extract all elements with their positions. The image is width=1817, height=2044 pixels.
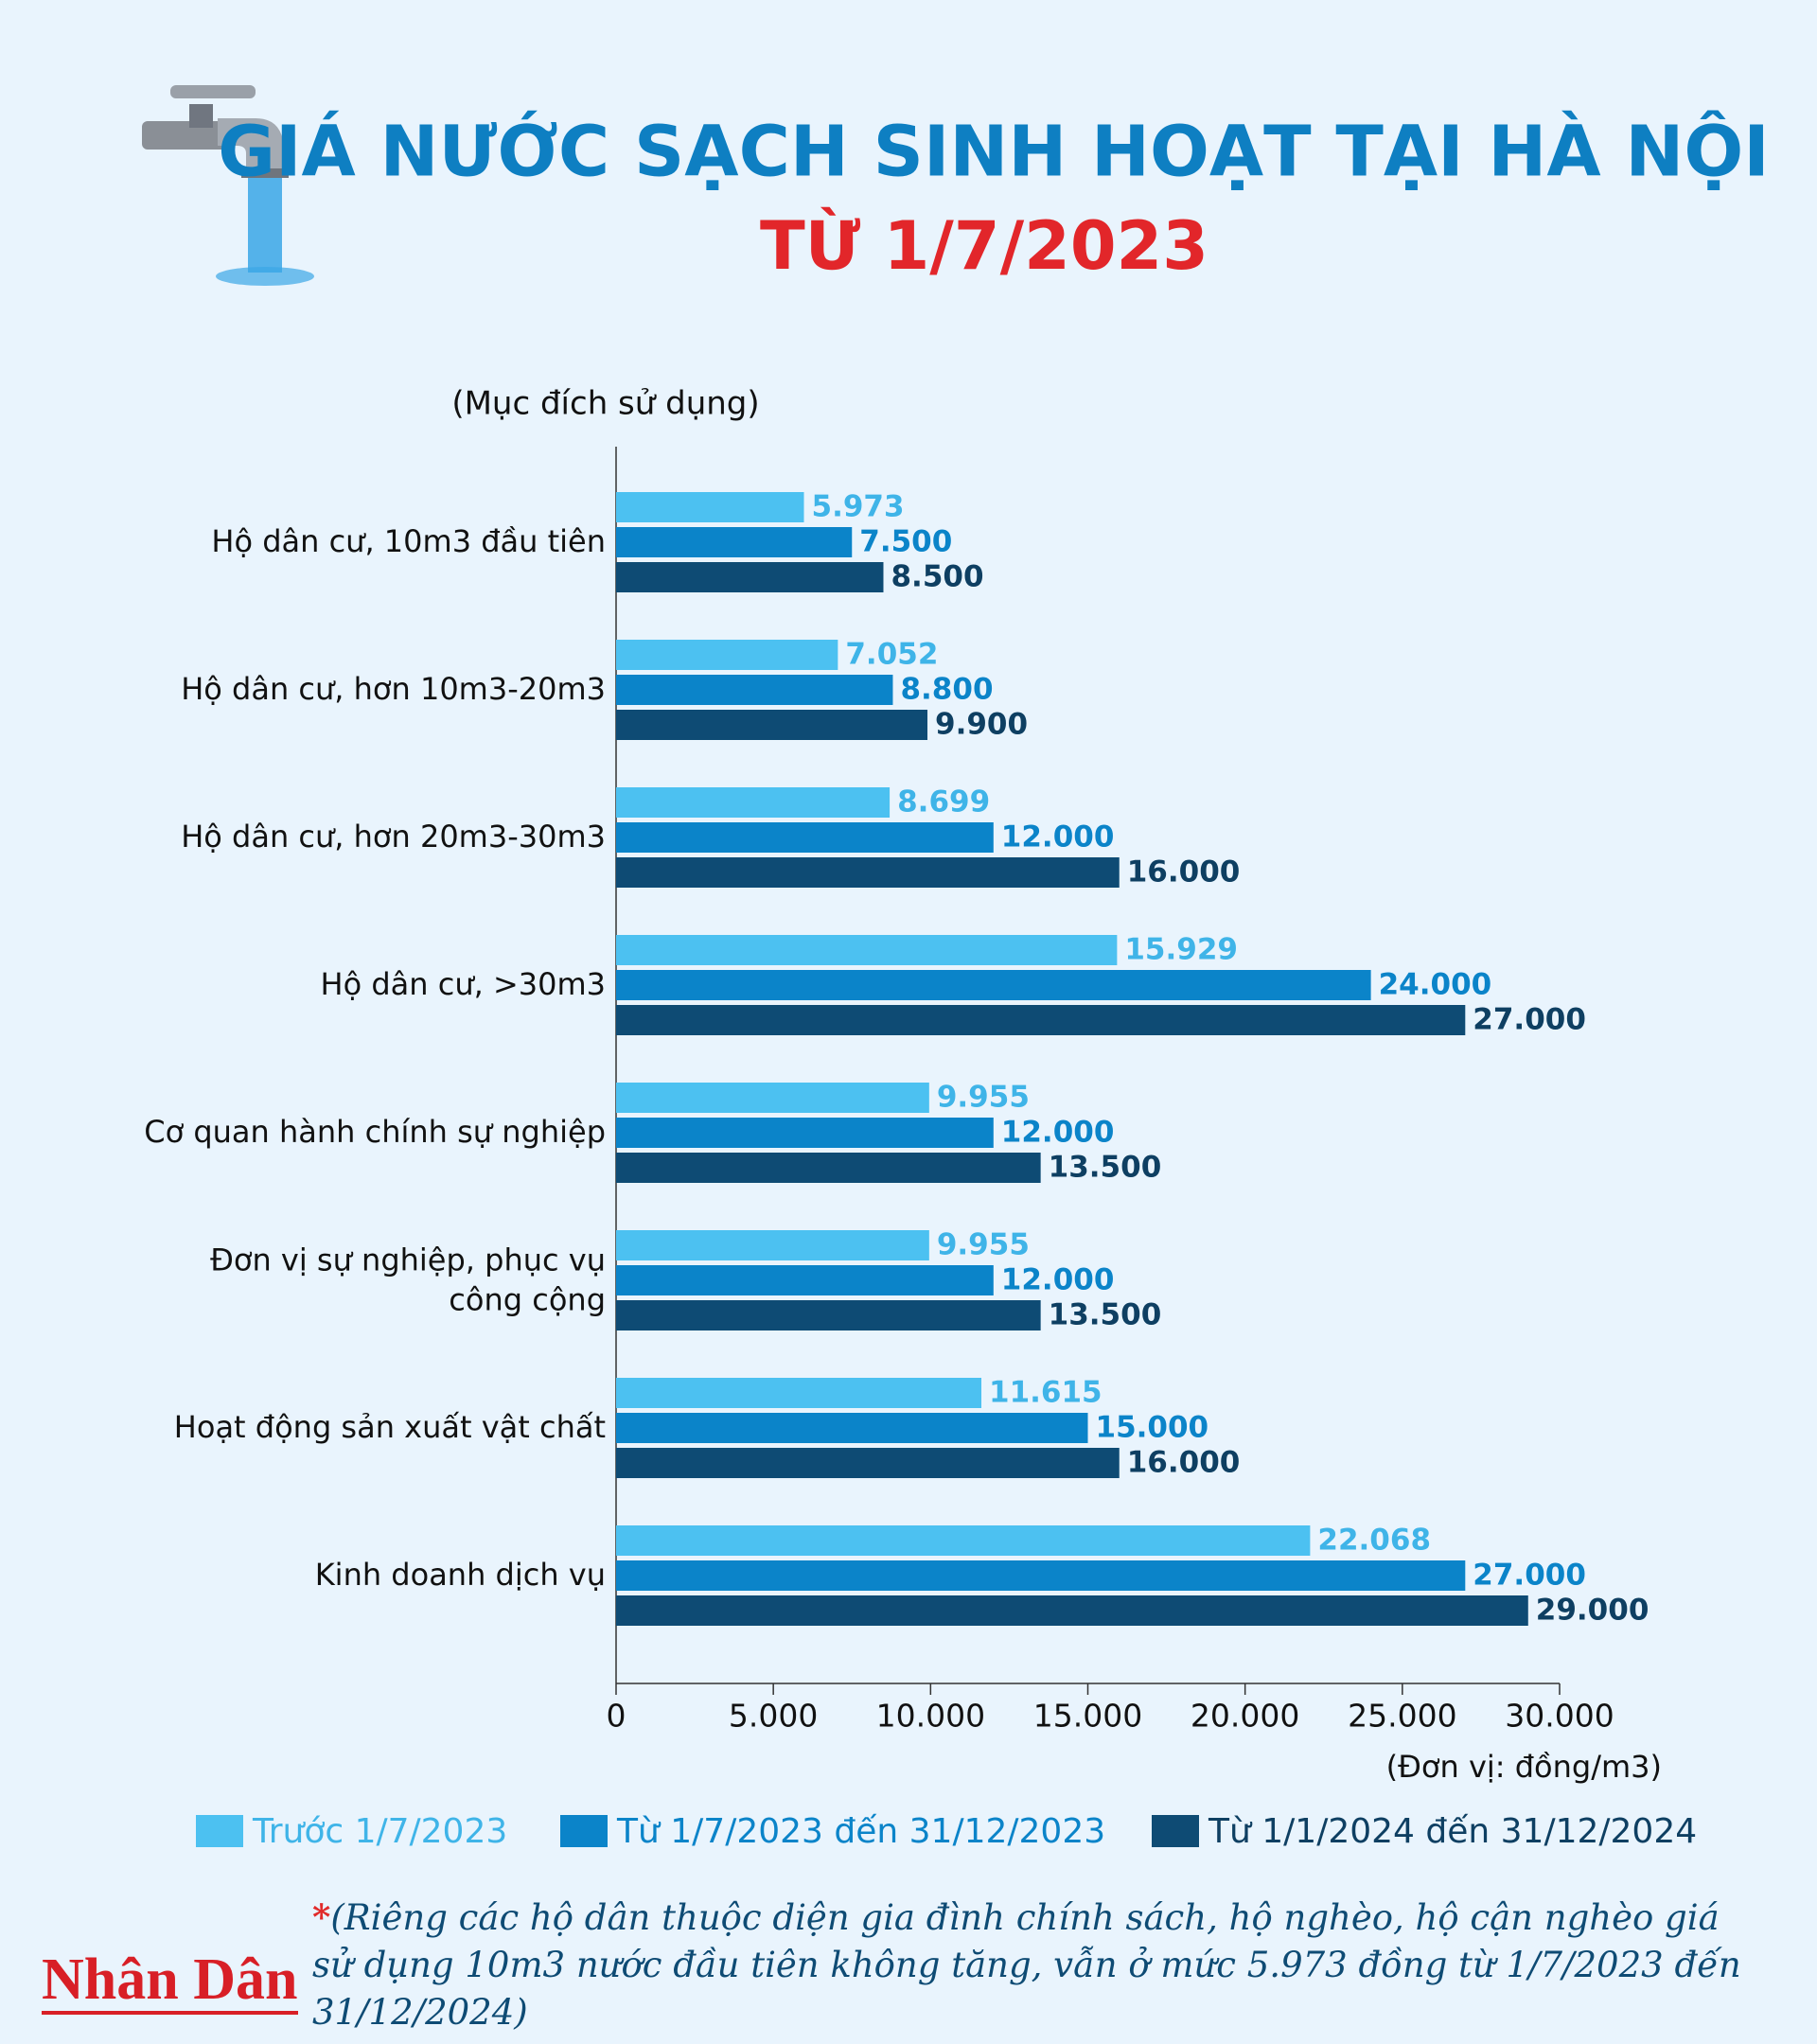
- value-label: 12.000: [1001, 1263, 1115, 1297]
- bar: [616, 1265, 994, 1295]
- bar: [616, 1083, 929, 1113]
- faucet-icon: [142, 85, 314, 286]
- value-label: 7.052: [845, 638, 938, 672]
- bar: [616, 1153, 1041, 1183]
- category-label: Hộ dân cư, hơn 10m3-20m3: [181, 671, 606, 708]
- x-tick-label: 0: [607, 1698, 626, 1735]
- bar: [616, 1560, 1466, 1591]
- bar: [616, 787, 891, 818]
- bar: [616, 527, 853, 557]
- category-label: Hộ dân cư, hơn 20m3-30m3: [181, 819, 606, 855]
- bar: [616, 675, 893, 705]
- bar: [616, 1525, 1311, 1556]
- bar: [616, 1413, 1088, 1443]
- bar: [616, 1448, 1120, 1478]
- value-label: 11.615: [989, 1376, 1103, 1410]
- value-label: 8.500: [891, 560, 983, 594]
- value-label: 7.500: [859, 525, 952, 559]
- chart-subtitle: TỪ 1/7/2023: [760, 207, 1208, 285]
- category-label: Hoạt động sản xuất vật chất: [173, 1409, 606, 1446]
- footnote-text: (Riêng các hộ dân thuộc diện gia đình ch…: [312, 1897, 1741, 2033]
- bar: [616, 857, 1120, 888]
- x-tick-label: 15.000: [1033, 1698, 1142, 1735]
- legend-swatch: [560, 1815, 608, 1847]
- x-tick-label: 10.000: [876, 1698, 985, 1735]
- legend-label: Trước 1/7/2023: [252, 1812, 507, 1851]
- value-label: 22.068: [1317, 1524, 1431, 1558]
- footnote-marker: *: [312, 1896, 331, 1938]
- category-label: Hộ dân cư, >30m3: [320, 966, 606, 1003]
- bar: [616, 492, 804, 522]
- value-label: 8.699: [897, 785, 990, 819]
- value-label: 16.000: [1127, 855, 1241, 890]
- value-label: 12.000: [1001, 1116, 1115, 1150]
- bar: [616, 562, 884, 592]
- value-label: 9.900: [935, 708, 1028, 742]
- value-label: 8.800: [900, 673, 993, 707]
- legend-swatch: [196, 1815, 243, 1847]
- y-axis-label: (Mục đích sử dụng): [451, 385, 759, 423]
- x-tick-label: 30.000: [1505, 1698, 1614, 1735]
- value-label: 15.000: [1096, 1411, 1209, 1445]
- value-label: 24.000: [1379, 968, 1492, 1002]
- bar: [616, 1230, 929, 1260]
- legend-swatch: [1152, 1815, 1199, 1847]
- bar: [616, 710, 928, 740]
- category-label: Cơ quan hành chính sự nghiệp: [144, 1114, 606, 1151]
- value-label: 9.955: [937, 1081, 1030, 1115]
- footnote: *(Riêng các hộ dân thuộc diện gia đình c…: [312, 1894, 1751, 2036]
- x-tick-label: 25.000: [1348, 1698, 1456, 1735]
- value-label: 13.500: [1049, 1151, 1162, 1185]
- category-label: Đơn vị sự nghiệp, phục vụ công cộng: [210, 1242, 606, 1317]
- x-axis-label: (Đơn vị: đồng/m3): [1386, 1749, 1662, 1785]
- bar: [616, 935, 1118, 965]
- value-label: 16.000: [1127, 1446, 1241, 1480]
- bar: [616, 1378, 982, 1408]
- legend-label: Từ 1/7/2023 đến 31/12/2023: [616, 1812, 1105, 1851]
- chart-title: GIÁ NƯỚC SẠCH SINH HOẠT TẠI HÀ NỘI: [218, 110, 1770, 193]
- bar: [616, 970, 1371, 1000]
- value-label: 12.000: [1001, 820, 1115, 855]
- category-label: Kinh doanh dịch vụ: [314, 1557, 606, 1594]
- bar: [616, 822, 994, 853]
- value-label: 29.000: [1536, 1594, 1649, 1628]
- value-label: 15.929: [1124, 933, 1238, 967]
- bar: [616, 640, 838, 670]
- legend-label: Từ 1/1/2024 đến 31/12/2024: [1208, 1812, 1697, 1851]
- bar: [616, 1595, 1528, 1626]
- bar: [616, 1005, 1466, 1035]
- value-label: 9.955: [937, 1228, 1030, 1262]
- source-logo: Nhân Dân: [42, 1948, 298, 2016]
- value-label: 27.000: [1473, 1003, 1586, 1037]
- value-label: 27.000: [1473, 1559, 1586, 1593]
- bar: [616, 1300, 1041, 1330]
- category-label: Hộ dân cư, 10m3 đầu tiên: [211, 523, 606, 560]
- x-tick-label: 20.000: [1191, 1698, 1299, 1735]
- bar: [616, 1118, 994, 1148]
- value-label: 5.973: [812, 490, 905, 524]
- value-label: 13.500: [1049, 1298, 1162, 1332]
- x-tick-label: 5.000: [729, 1698, 818, 1735]
